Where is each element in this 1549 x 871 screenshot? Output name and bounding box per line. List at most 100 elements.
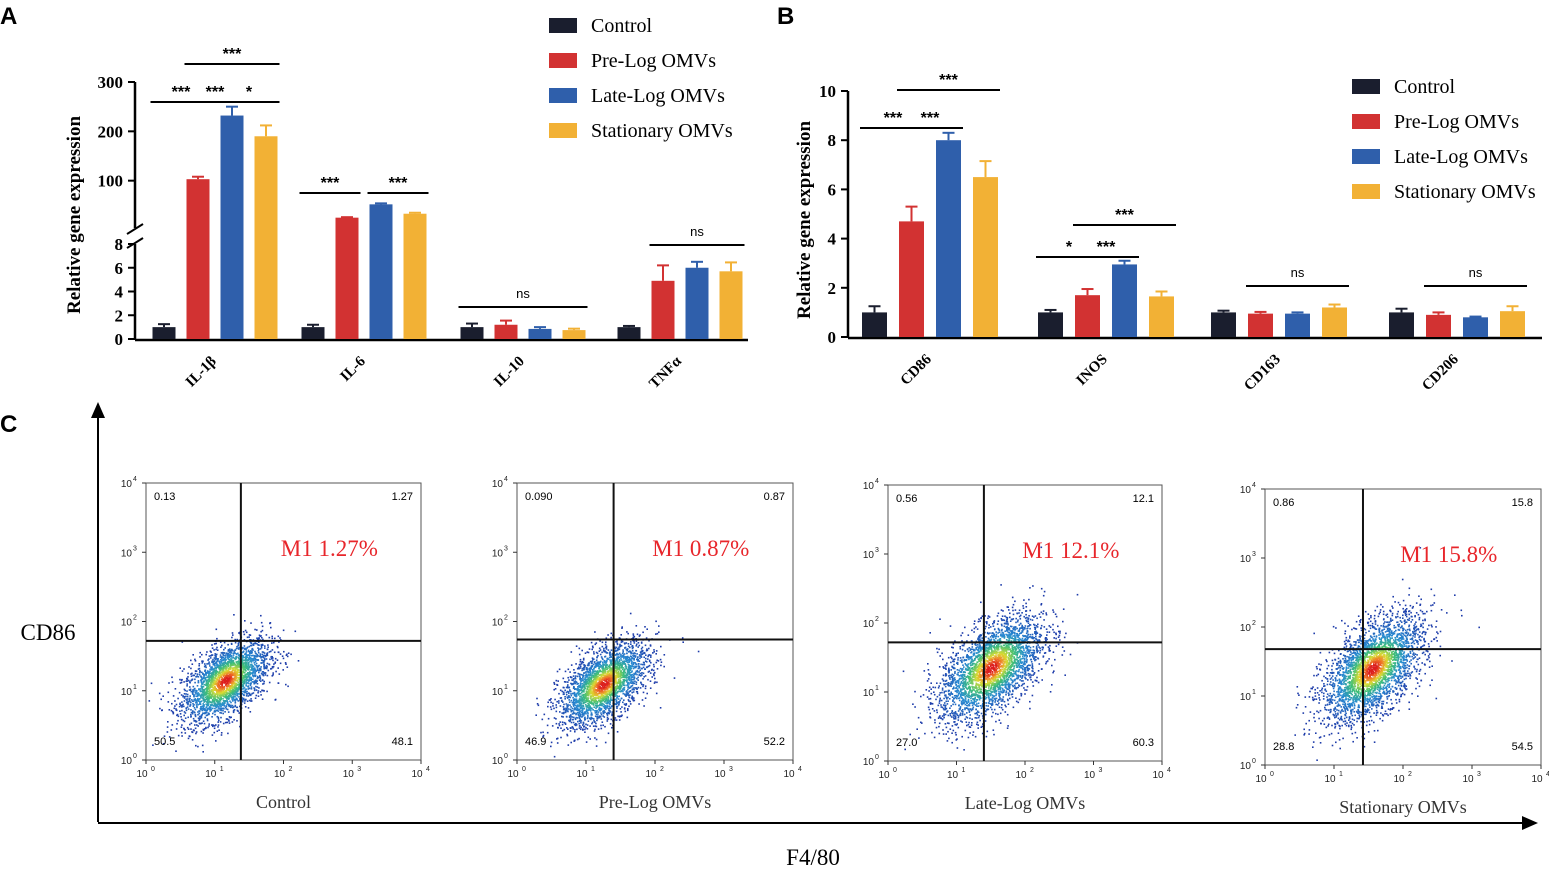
flow-dot-0-1537 xyxy=(220,661,223,663)
flow-dot-0-289 xyxy=(203,728,206,730)
flow-dot-1-786 xyxy=(605,637,608,639)
flow-dot-0-1813 xyxy=(259,669,261,672)
flow-dot-0-2348 xyxy=(258,669,260,672)
flow-dot-1-114 xyxy=(622,652,624,655)
flow-dot-0-936 xyxy=(227,661,230,663)
flow-dot-0-2244 xyxy=(193,707,196,709)
flow-dot-1-1301 xyxy=(628,665,631,668)
flow-dot-0-2523 xyxy=(244,647,246,650)
flow-dot-0-125 xyxy=(247,682,249,684)
flow-dot-0-1597 xyxy=(210,697,212,699)
flow-dot-0-894 xyxy=(206,663,208,665)
bar-A-3-0 xyxy=(617,327,641,339)
flow-dot-0-1847 xyxy=(239,705,241,708)
flow-dot-0-905 xyxy=(215,688,218,690)
flow-dot-0-2413 xyxy=(217,717,220,720)
flow-dot-0-2507 xyxy=(218,687,220,689)
flow-dot-0-287 xyxy=(245,631,248,634)
flow-dot-0-920 xyxy=(197,676,200,678)
flow-dot-0-1091 xyxy=(252,644,255,646)
flow-dot-0-1631 xyxy=(252,665,255,668)
flow-dot-0-802 xyxy=(220,652,223,654)
flow-dot-0-1869 xyxy=(204,669,207,671)
flow-dot-1-358 xyxy=(632,634,635,637)
flow-dot-0-2250 xyxy=(175,708,177,710)
flow-dot-1-828 xyxy=(645,654,647,656)
flow-dot-0-773 xyxy=(206,688,208,691)
flow-dot-1-1723 xyxy=(630,652,633,654)
flow-dot-0-559 xyxy=(190,673,192,675)
flow-dot-0-2098 xyxy=(215,693,217,695)
flow-dot-1-282 xyxy=(620,661,622,664)
flow-dot-0-2314 xyxy=(251,647,254,650)
flow-dot-1-1150 xyxy=(642,631,644,634)
flow-dot-1-847 xyxy=(553,688,555,691)
flow-dot-0-1119 xyxy=(219,656,222,658)
flow-dot-0-2126 xyxy=(191,699,193,701)
quadrant-lr-0: 48.1 xyxy=(392,736,413,748)
flow-dot-1-1119 xyxy=(640,656,642,658)
flow-dot-0-1510 xyxy=(206,696,209,698)
flow-dot-1-1475 xyxy=(603,663,605,665)
flow-dot-1-1064 xyxy=(623,674,626,676)
flow-dot-1-130 xyxy=(633,652,635,654)
flow-dot-1-1230 xyxy=(574,702,576,704)
flow-dot-0-1092 xyxy=(186,683,188,685)
flow-dot-0-819 xyxy=(267,669,270,672)
flow-dot-1-1341 xyxy=(615,680,617,682)
flow-dot-0-2181 xyxy=(211,686,213,688)
flow-dot-0-690 xyxy=(260,644,263,646)
flow-dot-1-2077 xyxy=(624,693,626,696)
flow-dot-1-778 xyxy=(594,737,596,739)
flow-dot-0-2170 xyxy=(263,652,266,654)
flow-dot-1-1994 xyxy=(569,671,571,673)
flow-dot-0-1897 xyxy=(199,707,202,710)
flow-dot-0-115 xyxy=(190,722,193,725)
flow-dot-1-2062 xyxy=(598,704,600,707)
flow-dot-0-2424 xyxy=(218,719,220,722)
flow-dot-0-1871 xyxy=(273,651,276,654)
flow-dot-0-1752 xyxy=(253,681,256,683)
flow-dot-0-1845 xyxy=(202,729,205,731)
flow-dot-0-2352 xyxy=(277,682,280,684)
flow-dot-0-2013 xyxy=(206,697,209,699)
flow-dot-1-1277 xyxy=(597,690,599,692)
flow-dot-0-851 xyxy=(235,656,238,659)
flow-dot-0-949 xyxy=(235,679,237,682)
flow-dot-1-2032 xyxy=(579,713,581,715)
flow-dot-0-2228 xyxy=(224,661,227,663)
flow-dot-1-285 xyxy=(603,667,605,670)
flow-dot-1-948 xyxy=(632,653,635,655)
flow-dot-1-2143 xyxy=(602,695,604,697)
flow-dot-0-1900 xyxy=(216,692,218,695)
flow-dot-1-1564 xyxy=(635,650,638,652)
flow-dot-0-2590 xyxy=(247,695,250,697)
flow-dot-1-1620 xyxy=(617,664,619,667)
flow-dot-0-1979 xyxy=(201,744,204,747)
flow-dot-1-796 xyxy=(633,677,636,679)
flow-dot-1-1207 xyxy=(555,706,558,709)
flow-dot-0-2169 xyxy=(211,681,214,684)
flow-dot-0-1956 xyxy=(208,692,211,694)
flow-dot-1-164 xyxy=(569,718,572,721)
flow-dot-1-1693 xyxy=(595,678,597,680)
flow-dot-0-453 xyxy=(246,666,249,668)
bar-B-1-0 xyxy=(1038,312,1063,337)
flow-dot-0-2095 xyxy=(223,688,225,690)
flow-dot-0-2422 xyxy=(200,675,202,677)
flow-dot-0-1198 xyxy=(254,661,257,663)
flow-dot-0-1503 xyxy=(287,652,290,654)
flow-dot-0-418 xyxy=(166,726,169,728)
flow-dot-0-1691 xyxy=(219,664,221,666)
flow-dot-0-1218 xyxy=(263,657,266,660)
flow-dot-1-1366 xyxy=(580,678,582,680)
flow-dot-0-565 xyxy=(276,645,279,648)
flow-dot-0-598 xyxy=(179,710,181,712)
flow-dot-0-798 xyxy=(241,696,243,699)
flow-dot-0-1715 xyxy=(250,700,252,702)
flow-dot-0-1427 xyxy=(214,710,217,713)
flow-dot-0-989 xyxy=(228,720,230,722)
flow-dot-0-1087 xyxy=(262,674,265,677)
flow-dot-0-933 xyxy=(186,699,188,702)
flow-dot-0-2353 xyxy=(236,665,239,667)
